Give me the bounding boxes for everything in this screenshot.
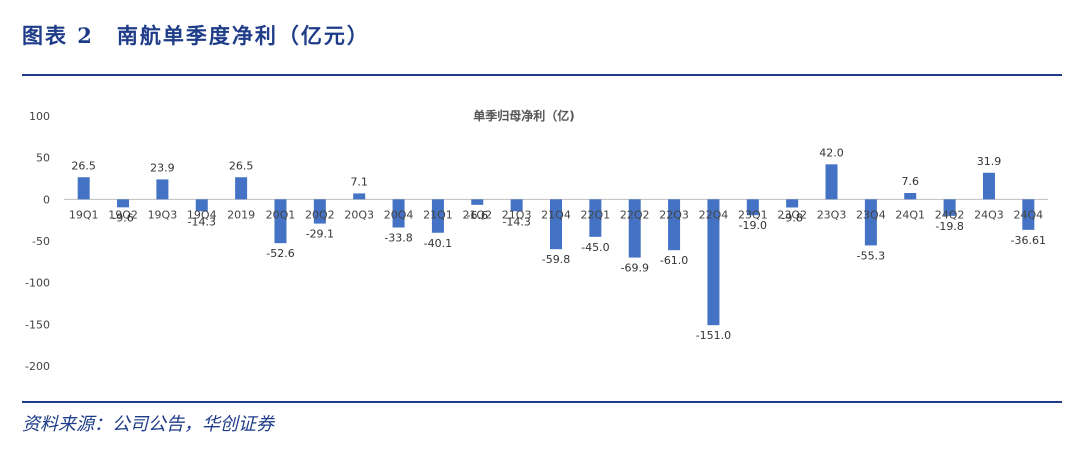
data-label: -6.6 bbox=[467, 209, 488, 222]
data-label: -14.3 bbox=[502, 215, 530, 228]
bar-chart: 单季归母净利（亿) 100 50 0 -50 -100 -150 -200 19Q1 19Q2… bbox=[25, 108, 1048, 373]
data-label: -14.3 bbox=[188, 215, 216, 228]
bar bbox=[353, 193, 366, 200]
bar bbox=[668, 199, 681, 251]
bar bbox=[471, 199, 484, 205]
data-label: -45.0 bbox=[581, 241, 609, 254]
data-label: 26.5 bbox=[71, 159, 96, 172]
data-label: 23.9 bbox=[150, 161, 175, 174]
y-axis: 100 50 0 -50 -100 -150 -200 bbox=[25, 110, 50, 373]
data-label: -9.8 bbox=[781, 212, 802, 225]
data-label: 7.1 bbox=[350, 175, 368, 188]
category-label: 23Q3 bbox=[817, 208, 847, 221]
category-label: 24Q2 bbox=[935, 208, 965, 221]
bar bbox=[864, 199, 877, 246]
source-note: 资料来源：公司公告，华创证券 bbox=[22, 414, 274, 435]
bar bbox=[589, 199, 602, 237]
bar bbox=[628, 199, 641, 258]
data-label: -19.0 bbox=[739, 219, 767, 232]
y-tick-label: 0 bbox=[43, 193, 50, 206]
y-tick-label: -50 bbox=[32, 235, 50, 248]
data-label: 31.9 bbox=[977, 155, 1002, 168]
y-tick-label: 50 bbox=[36, 152, 50, 165]
bottom-rule bbox=[22, 401, 1062, 403]
category-label: 21Q3 bbox=[502, 208, 532, 221]
data-label: -36.61 bbox=[1011, 234, 1046, 247]
data-label: -9.6 bbox=[112, 211, 133, 224]
category-label: 19Q3 bbox=[148, 208, 178, 221]
data-label: 42.0 bbox=[819, 146, 844, 159]
bar bbox=[156, 179, 169, 200]
category-label: 21Q4 bbox=[541, 208, 571, 221]
data-label: -19.8 bbox=[935, 220, 963, 233]
data-label: 7.6 bbox=[901, 175, 919, 188]
category-label: 22Q1 bbox=[581, 208, 611, 221]
chart-title: 单季归母净利（亿) bbox=[473, 108, 575, 123]
bar bbox=[313, 199, 326, 224]
category-label: 22Q2 bbox=[620, 208, 650, 221]
figure-title: 图表 2 南航单季度净利（亿元） bbox=[22, 23, 370, 48]
bar bbox=[746, 199, 759, 216]
data-label: -40.1 bbox=[424, 237, 452, 250]
bar bbox=[982, 172, 995, 200]
bar bbox=[825, 164, 838, 200]
category-label: 23Q1 bbox=[738, 208, 768, 221]
bar bbox=[274, 199, 287, 244]
data-label: 26.5 bbox=[229, 159, 254, 172]
bar bbox=[431, 199, 444, 233]
bar bbox=[550, 199, 562, 250]
y-tick-label: -100 bbox=[25, 277, 50, 290]
bar bbox=[195, 199, 208, 212]
bar bbox=[117, 199, 130, 208]
bar bbox=[392, 199, 405, 228]
category-label: 23Q2 bbox=[777, 208, 807, 221]
bar bbox=[235, 177, 248, 200]
data-label: -33.8 bbox=[384, 232, 412, 245]
bar bbox=[77, 177, 90, 200]
category-label: 24Q4 bbox=[1013, 208, 1043, 221]
top-rule bbox=[22, 74, 1062, 76]
category-label: 24Q1 bbox=[895, 208, 925, 221]
y-tick-label: -150 bbox=[25, 318, 50, 331]
category-label: 24Q3 bbox=[974, 208, 1004, 221]
data-label: -61.0 bbox=[660, 254, 688, 267]
category-label: 19Q2 bbox=[108, 208, 138, 221]
bar bbox=[904, 193, 917, 200]
data-label: -69.9 bbox=[620, 262, 648, 275]
category-label: 19Q4 bbox=[187, 208, 217, 221]
category-label: 20Q2 bbox=[305, 208, 335, 221]
category-label: 19Q1 bbox=[69, 208, 99, 221]
data-label: -55.3 bbox=[857, 249, 885, 262]
bar bbox=[943, 199, 956, 216]
data-label: -29.1 bbox=[306, 228, 334, 241]
data-labels: 26.5-9.623.9-14.326.5-52.6-29.17.1-33.8-… bbox=[71, 146, 1046, 342]
bar bbox=[1022, 199, 1035, 230]
y-tick-label: 100 bbox=[29, 110, 50, 123]
data-label: -151.0 bbox=[696, 329, 731, 342]
bar bbox=[786, 199, 799, 208]
bar bbox=[707, 199, 720, 326]
category-labels: 19Q1 19Q2 19Q3 19Q4 2019 20Q1 20Q2 20Q3 20Q4 21Q1… bbox=[69, 208, 1043, 221]
bar-series bbox=[77, 164, 1035, 326]
category-label: 20Q1 bbox=[266, 208, 296, 221]
category-label: 20Q3 bbox=[344, 208, 374, 221]
bar bbox=[510, 199, 523, 212]
category-label: 23Q4 bbox=[856, 208, 886, 221]
y-tick-label: -200 bbox=[25, 360, 50, 373]
category-label: 22Q3 bbox=[659, 208, 689, 221]
data-label: -52.6 bbox=[266, 247, 294, 260]
category-label: 21Q1 bbox=[423, 208, 453, 221]
category-label: 22Q4 bbox=[699, 208, 729, 221]
category-label: 2019 bbox=[227, 208, 255, 221]
category-label: 20Q4 bbox=[384, 208, 414, 221]
data-label: -59.8 bbox=[542, 253, 570, 266]
category-label: 21Q2 bbox=[462, 208, 492, 221]
